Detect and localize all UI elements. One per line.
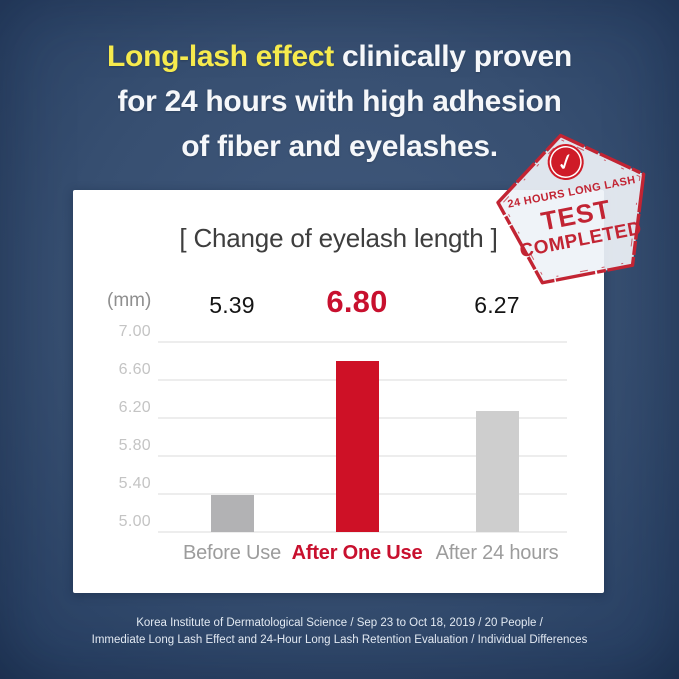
gridline-5.00 [158,531,567,533]
study-footnote: Korea Institute of Dermatological Scienc… [0,615,679,648]
y-tick-5.00: 5.00 [118,513,151,530]
unit-label: (mm) [107,290,152,311]
headline-highlight: Long-lash effect [107,40,334,73]
y-tick-6.20: 6.20 [118,399,151,416]
footnote-line-1: Korea Institute of Dermatological Scienc… [136,617,543,629]
y-tick-6.60: 6.60 [118,361,151,378]
footnote-line-2: Immediate Long Lash Effect and 24-Hour L… [91,633,588,646]
chart-title: [ Change of eyelash length ] [179,223,498,253]
headline-line-1-rest: clinically proven [333,40,572,73]
value-label-before-use: 5.39 [209,292,255,318]
y-tick-7.00: 7.00 [118,323,151,340]
bar-after-one-use [335,361,379,532]
chart-card: [ Change of eyelash length ] (mm) 5.39 6.… [73,190,604,593]
y-tick-5.40: 5.40 [118,475,151,492]
headline-line-2: for 24 hours with high adhesion [117,85,562,118]
test-completed-stamp: ✓ 24 HOURS LONG LASH TEST COMPLETED [476,115,675,314]
value-label-after-one-use: 6.80 [326,284,388,319]
headline-line-3: of fiber and eyelashes. [181,130,498,163]
value-label-after-24-hours: 6.27 [474,292,520,318]
bar-after-24-hours [475,411,519,532]
x-label-before-use: Before Use [182,542,282,564]
headline-line-1: Long-lash effect clinically proven [0,34,679,79]
gridline-7.00 [158,341,567,343]
x-axis-labels: Before Use After One Use After 24 hours [158,542,567,570]
x-label-after-24-hours: After 24 hours [435,542,559,564]
y-axis-ticks: 7.00 6.60 6.20 5.80 5.40 5.00 [73,323,151,542]
value-labels-row: 5.39 6.80 6.27 [158,276,567,328]
bar-before-use [210,494,254,532]
plot-area [158,341,567,533]
x-label-after-one-use: After One Use [291,542,423,564]
check-icon: ✓ [543,139,589,185]
y-tick-5.80: 5.80 [118,437,151,454]
stamp-pentagon [496,133,646,285]
stamp-content: ✓ 24 HOURS LONG LASH TEST COMPLETED [476,115,675,314]
headline: Long-lash effect clinically proven for 2… [0,34,679,169]
